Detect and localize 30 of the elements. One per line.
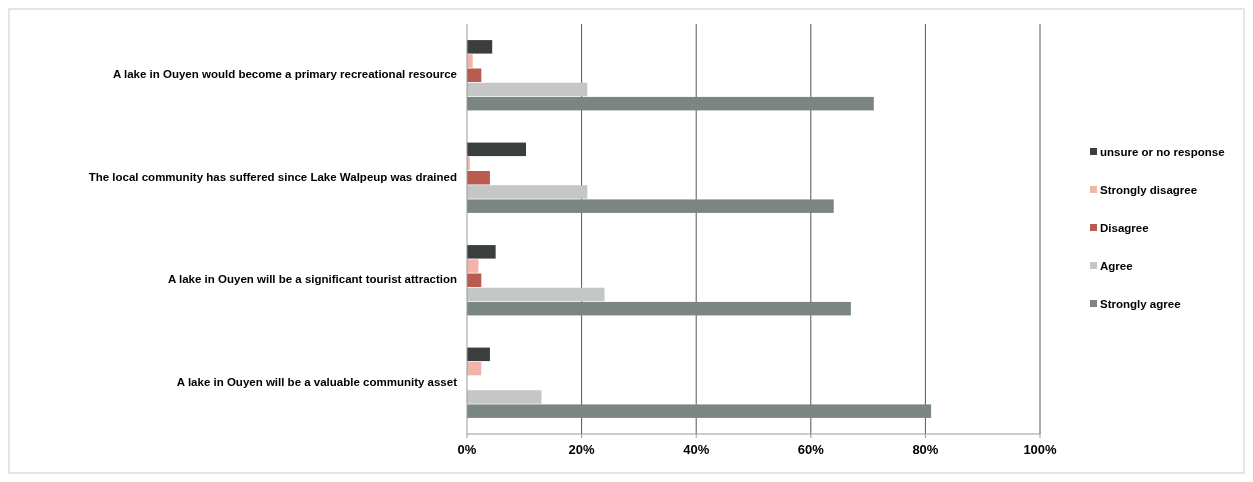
y-tick-label: The local community has suffered since Lake Walpeup was drained [88,170,457,183]
x-tick-label: 0% [457,442,477,457]
bar [467,245,496,259]
legend-label: Strongly agree [1100,298,1181,311]
bar [467,404,932,418]
y-tick-label: A lake in Ouyen will be a valuable community asset [176,375,458,388]
x-tick-label: 40% [683,442,710,457]
bar [467,142,527,157]
legend-label: Disagree [1100,222,1149,235]
bar [467,390,542,404]
x-tick-label: 100% [1023,442,1058,457]
legend-label: Agree [1100,260,1133,273]
bar [467,301,851,316]
legend-label: unsure or no response [1100,146,1225,159]
bar [467,287,605,302]
bar [467,96,874,111]
bar [467,259,479,273]
bar [467,54,473,68]
y-tick-label: A lake in Ouyen would become a primary recreational resource [112,68,457,81]
bar [467,82,588,97]
legend-label: Strongly disagree [1100,184,1198,197]
bar [467,347,490,362]
bar [467,199,834,213]
x-tick-label: 20% [568,442,596,457]
bar [467,185,588,199]
x-tick-label: 80% [912,442,939,457]
bar [467,40,493,54]
bar [467,171,490,185]
x-tick-label: 60% [797,442,825,457]
y-tick-label: A lake in Ouyen will be a significant tourist attraction [167,273,457,286]
